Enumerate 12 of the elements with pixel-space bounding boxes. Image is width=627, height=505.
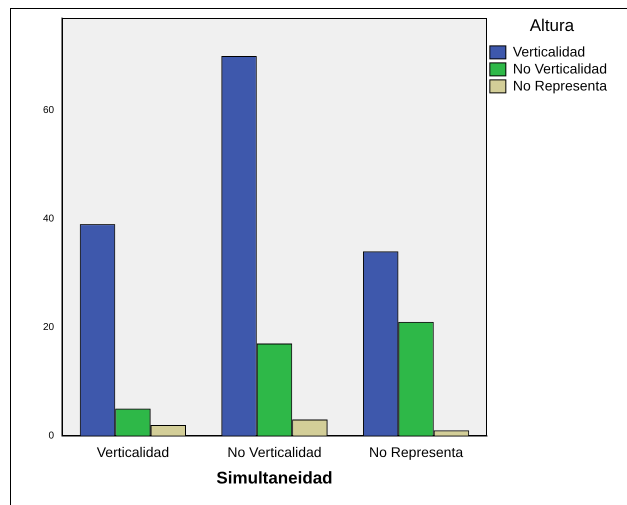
y-tick-label: 40 (43, 214, 55, 225)
y-tick-label: 60 (43, 104, 55, 116)
legend-title: Altura (530, 16, 575, 36)
y-tick-label: 20 (43, 322, 55, 334)
x-tick-label: Verticalidad (96, 444, 170, 460)
y-tick-label: 0 (48, 430, 55, 442)
x-tick-label: No Verticalidad (227, 444, 322, 460)
legend-label: No Representa (512, 77, 608, 94)
legend-label: No Verticalidad (512, 60, 608, 76)
legend-label: Verticalidad (512, 43, 586, 60)
x-axis-title: Simultaneidad (216, 468, 333, 488)
x-tick-label: No Representa (368, 444, 464, 460)
